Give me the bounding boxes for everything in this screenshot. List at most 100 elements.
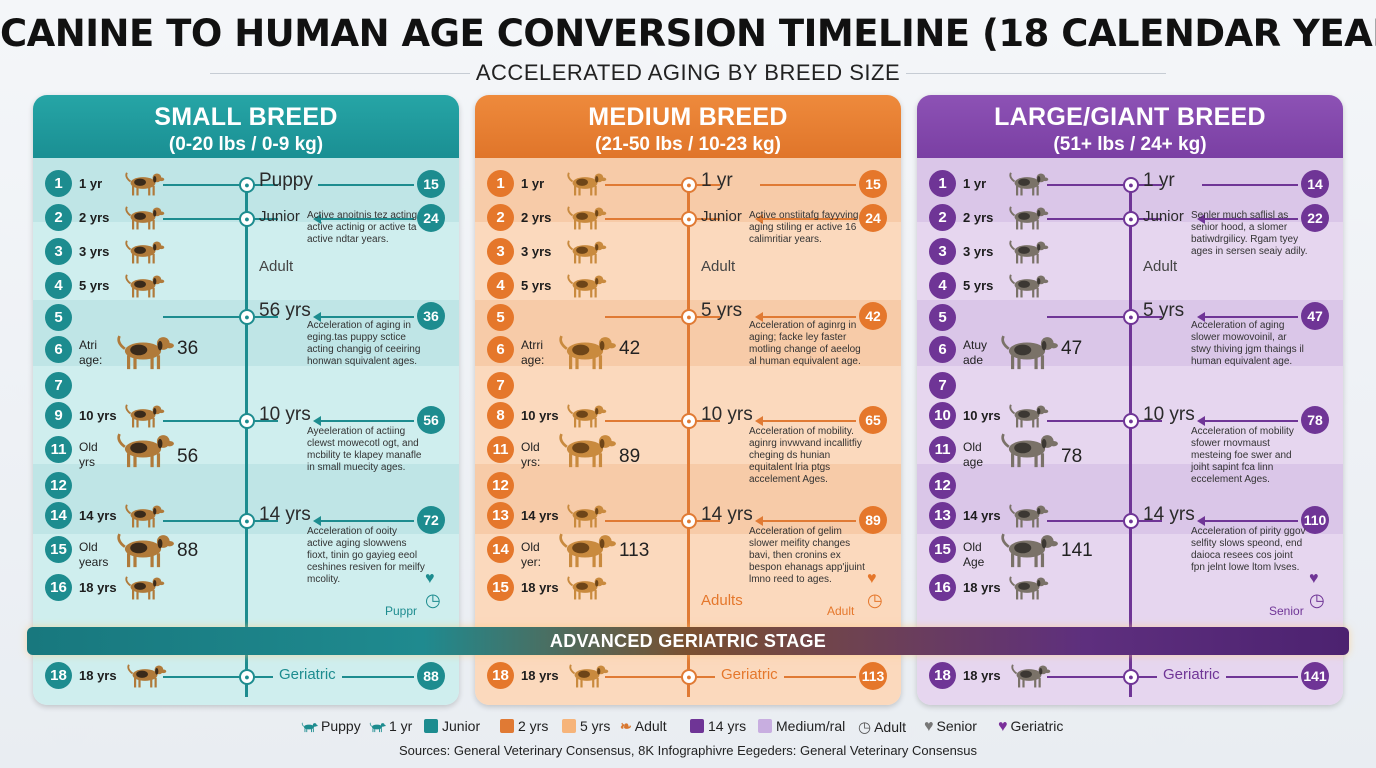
square-icon (758, 719, 772, 733)
dog-icon (1007, 660, 1051, 695)
dog-age-marker: 2 (487, 204, 514, 231)
panel-weight-range: (51+ lbs / 24+ kg) (1053, 134, 1207, 155)
stage-label: 14 yrs (259, 504, 311, 525)
legend-label: 2 yrs (518, 718, 549, 734)
dog-icon (121, 202, 165, 237)
connector-line (760, 316, 856, 318)
timeline-row: 12 (917, 472, 1343, 502)
dog-icon (563, 270, 607, 305)
dog-age-label: 10 yrs (79, 408, 117, 423)
dog-icon (121, 236, 165, 271)
dog-icon (563, 500, 607, 535)
human-age-badge: 15 (859, 170, 887, 198)
life-stage-label: Old yrs (79, 440, 98, 469)
human-age-badge: 88 (417, 662, 445, 690)
dog-age-label: 1 yr (521, 176, 545, 191)
connector-line (1202, 420, 1298, 422)
human-age-badge: 14 (1301, 170, 1329, 198)
legend-label: Geriatric (1010, 718, 1064, 734)
human-age-badge: 56 (417, 406, 445, 434)
arrow-icon (755, 416, 763, 426)
dog-age-marker: 3 (929, 238, 956, 265)
human-age-badge: 110 (1301, 506, 1329, 534)
timeline-row: 5 (475, 304, 901, 334)
stage-corner-label: Puppr (385, 604, 418, 618)
dog-icon (1005, 270, 1049, 305)
stage-label: Adults (701, 592, 743, 609)
dog-icon (553, 526, 617, 577)
timeline-node: ● (681, 413, 697, 429)
page-title: CANINE TO HUMAN AGE CONVERSION TIMELINE … (0, 12, 1376, 55)
dog-icon (1005, 572, 1049, 607)
dog-age-label: 5 yrs (521, 278, 552, 293)
dog-icon (995, 426, 1059, 477)
dog-icon (995, 526, 1059, 577)
dog-age-marker: 1 (487, 170, 514, 197)
dog-age-marker: 15 (487, 574, 514, 601)
stage-corner-label: Adult (827, 604, 855, 618)
timeline-axis (687, 182, 690, 697)
timeline-axis (1129, 182, 1132, 697)
panel-weight-range: (0-20 lbs / 0-9 kg) (168, 134, 324, 155)
timeline-row: 2 2 yrs (33, 204, 459, 234)
dog-age-marker: 7 (487, 372, 514, 399)
dog-age-marker: 11 (45, 436, 72, 463)
arrow-icon (755, 214, 763, 224)
stage-label: Junior (1143, 208, 1184, 225)
timeline-row: 7 (475, 372, 901, 402)
timeline-node: ● (681, 211, 697, 227)
connector-line (318, 316, 414, 318)
dog-icon (1005, 400, 1049, 435)
connector-line (760, 184, 856, 186)
connector-line (1047, 520, 1162, 522)
timeline-row: 3 3 yrs (917, 238, 1343, 268)
connector-line (163, 520, 278, 522)
legend-label: Adult (634, 718, 667, 734)
dog-age-label: 5 yrs (79, 278, 110, 293)
dog-age-label: 18 yrs (963, 580, 1001, 595)
stage-label: Adult (259, 258, 294, 275)
dog-icon (121, 168, 165, 203)
stage-label: 14 yrs (1143, 504, 1195, 525)
heart-icon: ♥ (924, 718, 934, 735)
panel-title: SMALL BREED (154, 103, 338, 131)
advanced-geriatric-bar: ADVANCED GERIATRIC STAGE (27, 627, 1349, 655)
dog-age-marker: 3 (45, 238, 72, 265)
dog-age-marker: 2 (45, 204, 72, 231)
heart-icon: ♥ (425, 570, 435, 587)
timeline-node: ● (681, 309, 697, 325)
arrow-icon (755, 312, 763, 322)
timeline-row: 3 3 yrs (33, 238, 459, 268)
connector-line (1047, 184, 1162, 186)
timeline-row: 14 (475, 536, 901, 566)
dog-age-marker: 2 (929, 204, 956, 231)
human-age-badge: 47 (1301, 302, 1329, 330)
panel-small-breed: SMALL BREED (0-20 lbs / 0-9 kg) 1 1 yr 2 2 yr… (33, 95, 459, 705)
sources-text: Sources: General Veterinary Consensus, 8… (398, 743, 978, 758)
dog-age-label: 1 yr (963, 176, 987, 191)
subtitle-divider-right (906, 73, 1166, 74)
timeline-axis (245, 182, 248, 697)
connector-line (163, 218, 278, 220)
human-age-badge: 36 (417, 302, 445, 330)
connector-line (760, 520, 856, 522)
connector-line (318, 218, 414, 220)
stage-label: 10 yrs (701, 404, 753, 425)
dog-icon (563, 236, 607, 271)
connector-line (605, 184, 720, 186)
timeline-row: 1 1 yr (475, 170, 901, 200)
clock-icon: ◷ (425, 590, 441, 610)
dog-age-marker: 13 (487, 502, 514, 529)
timeline-row: 12 (33, 472, 459, 502)
dog-age-marker: 5 (487, 304, 514, 331)
life-stage-label: Old years (79, 540, 109, 569)
human-age-badge: 113 (859, 662, 887, 690)
stage-label: 10 yrs (1143, 404, 1195, 425)
legend-label: Medium/ral (776, 718, 846, 734)
timeline-row: 15 (917, 536, 1343, 566)
stage-description: Acceleration of ooity active aging sloww… (307, 526, 425, 585)
connector-line (1047, 420, 1162, 422)
human-age-badge: 141 (1301, 662, 1329, 690)
legend-item: ♥ Geriatric (998, 718, 1063, 736)
dog-age-marker: 15 (45, 536, 72, 563)
